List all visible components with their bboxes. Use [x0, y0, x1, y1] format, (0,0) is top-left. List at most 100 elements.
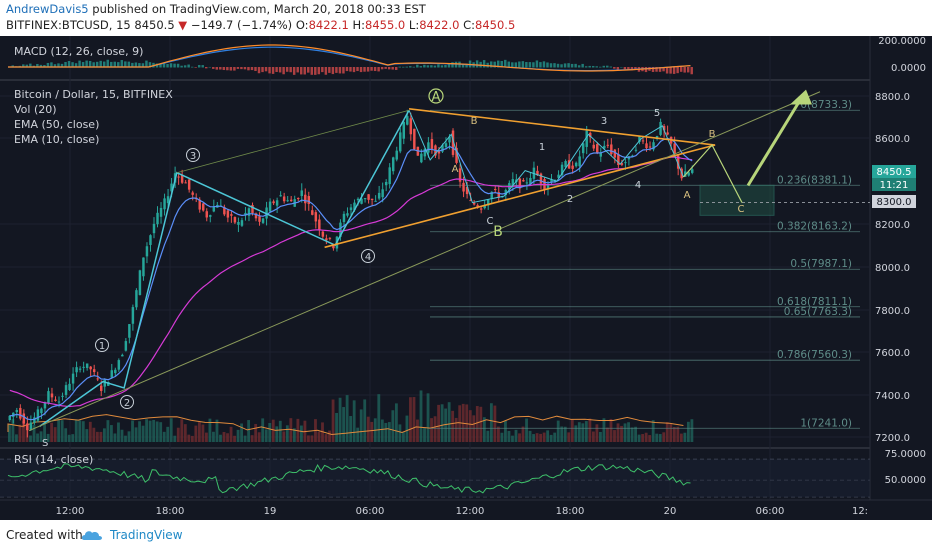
- candle-body: [275, 200, 279, 206]
- macd-histogram-bar: [250, 67, 254, 71]
- macd-histogram-bar: [563, 63, 567, 68]
- candle-body: [61, 395, 64, 397]
- macd-histogram-bar: [317, 67, 321, 75]
- volume-bar: [215, 419, 219, 442]
- macd-histogram-bar: [518, 61, 521, 68]
- candle-body: [187, 179, 191, 190]
- candle-body: [99, 385, 103, 391]
- macd-histogram-bar: [342, 67, 345, 74]
- candle-body: [205, 211, 208, 218]
- volume-bar: [606, 427, 609, 442]
- volume-bar: [85, 429, 89, 442]
- volume-bar: [616, 423, 620, 442]
- tradingview-brand[interactable]: TradingView: [110, 528, 183, 542]
- volume-bar: [409, 397, 412, 442]
- volume-bar: [553, 432, 557, 442]
- macd-histogram-bar: [683, 67, 686, 73]
- volume-bar: [32, 425, 36, 442]
- candle-body: [645, 143, 648, 149]
- macd-histogram-bar: [124, 61, 127, 68]
- macd-histogram-bar: [409, 66, 412, 68]
- volume-bar: [310, 435, 314, 442]
- macd-histogram-bar: [419, 66, 423, 68]
- candle-body: [441, 145, 444, 152]
- volume-bar: [563, 426, 567, 442]
- price-chart-svg[interactable]: 0(8733.3) 0.236(8381.1) 0.382(8163.2) 0.5(7…: [0, 36, 932, 520]
- candle-body: [191, 192, 194, 195]
- ema10-legend[interactable]: EMA (10, close): [14, 133, 99, 146]
- volume-bar: [229, 426, 233, 442]
- macd-histogram-bar: [405, 66, 408, 68]
- macd-histogram-bar: [113, 61, 117, 68]
- macd-histogram-bar: [78, 60, 81, 68]
- macd-histogram-bar: [159, 63, 162, 68]
- macd-histogram-bar: [475, 60, 479, 68]
- candle-body: [149, 235, 152, 245]
- candle-body: [325, 238, 328, 241]
- vol-legend[interactable]: Vol (20): [14, 103, 57, 116]
- macd-histogram-bar: [81, 62, 85, 68]
- open-value: 8422.1: [308, 18, 349, 32]
- macd-histogram-bar: [507, 61, 511, 68]
- candle-body: [314, 212, 318, 222]
- macd-histogram-bar: [595, 66, 598, 68]
- candle-body: [673, 143, 676, 154]
- macd-histogram-bar: [328, 67, 331, 73]
- volume-bar: [433, 416, 437, 442]
- volume-bar: [194, 425, 198, 442]
- volume-bar: [504, 420, 507, 442]
- candle-body: [177, 176, 180, 178]
- high-label: H:: [352, 18, 365, 32]
- candle-body: [691, 169, 694, 173]
- macd-histogram-bar: [335, 67, 338, 73]
- macd-histogram-bar: [22, 64, 25, 68]
- macd-histogram-bar: [387, 67, 391, 70]
- macd-histogram-bar: [261, 67, 264, 73]
- macd-histogram-bar: [430, 65, 433, 68]
- macd-histogram-bar: [525, 62, 528, 68]
- volume-bar: [458, 405, 462, 442]
- volume-bar: [387, 422, 391, 442]
- candle-body: [687, 172, 690, 176]
- volume-bar: [528, 430, 532, 442]
- volume-bar: [285, 425, 289, 442]
- volume-bar: [556, 420, 560, 442]
- wave-letter-label: A: [452, 164, 459, 175]
- volume-bar: [134, 427, 138, 442]
- volume-bar: [384, 422, 388, 442]
- candle-body: [184, 182, 187, 184]
- volume-bar: [641, 434, 645, 442]
- volume-ma-line: [7, 414, 684, 436]
- ema50-legend[interactable]: EMA (50, close): [14, 118, 99, 131]
- candle-body: [539, 173, 543, 184]
- volume-bar: [201, 424, 205, 442]
- macd-histogram-bar: [29, 63, 32, 68]
- volume-bar: [78, 420, 82, 442]
- candle-body: [451, 130, 455, 155]
- macd-histogram-bar: [606, 65, 609, 68]
- macd-histogram-bar: [285, 67, 289, 72]
- main-legend-title[interactable]: Bitcoin / Dollar, 15, BITFINEX: [14, 88, 173, 101]
- volume-bar: [92, 427, 96, 442]
- macd-histogram-bar: [391, 67, 394, 70]
- chart-area[interactable]: 0(8733.3) 0.236(8381.1) 0.382(8163.2) 0.5(7…: [0, 36, 932, 520]
- rsi-legend[interactable]: RSI (14, close): [14, 453, 93, 466]
- candle-body: [427, 142, 430, 153]
- wave-number-label: 3: [190, 151, 196, 162]
- candle-body: [546, 184, 550, 189]
- macd-legend[interactable]: MACD (12, 26, close, 9): [14, 45, 143, 58]
- volume-bar: [514, 429, 518, 442]
- volume-bar: [454, 417, 458, 442]
- candle-body: [420, 153, 423, 163]
- chart-header: AndrewDavis5 published on TradingView.co…: [0, 0, 932, 36]
- close-label: C:: [463, 18, 476, 32]
- ema-lines: [9, 137, 693, 421]
- volume-bar: [187, 434, 191, 442]
- candle-body: [258, 216, 261, 222]
- candle-body: [170, 183, 173, 192]
- volume-bar: [402, 432, 405, 442]
- volume-bar: [437, 404, 441, 442]
- volume-bar: [623, 423, 627, 442]
- author-link[interactable]: AndrewDavis5: [6, 2, 89, 16]
- macd-histogram-bar: [212, 67, 215, 69]
